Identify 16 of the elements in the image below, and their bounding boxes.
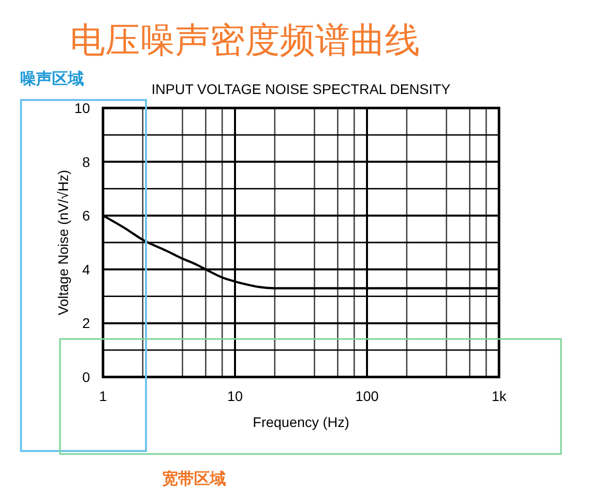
x-tick-label: 1k <box>492 388 508 404</box>
x-tick-label: 1 <box>99 388 108 404</box>
x-tick-label: 100 <box>355 388 379 404</box>
y-axis-title: Voltage Noise (nV/√Hz) <box>55 170 71 316</box>
x-tick-label: 10 <box>227 388 243 404</box>
text: 噪声区域 <box>20 69 84 88</box>
text: 宽带区域 <box>162 469 226 488</box>
y-tick-label: 2 <box>82 315 90 332</box>
chart-title: 电压噪声密度频谱曲线 <box>70 21 420 61</box>
y-tick-label: 0 <box>82 369 90 385</box>
chart-subtitle: INPUT VOLTAGE NOISE SPECTRAL DENSITY <box>152 81 452 97</box>
y-tick-label: 10 <box>74 100 90 116</box>
y-tick-label: 6 <box>82 208 90 224</box>
x-axis-title: Frequency (Hz) <box>252 414 350 430</box>
y-tick-label: 8 <box>82 154 90 170</box>
y-tick-label: 4 <box>82 261 90 278</box>
